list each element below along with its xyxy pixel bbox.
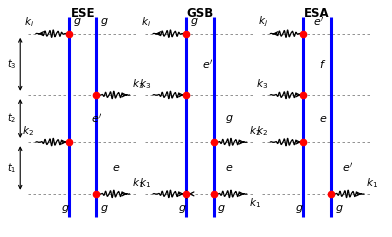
Text: $k_i$: $k_i$ (141, 15, 151, 29)
Text: $g$: $g$ (100, 203, 109, 215)
Text: $g$: $g$ (61, 203, 69, 215)
Text: $e'$: $e'$ (202, 58, 213, 71)
Text: $g$: $g$ (100, 16, 109, 28)
Text: $e$: $e$ (225, 163, 234, 173)
Text: $g$: $g$ (178, 203, 187, 215)
Text: $k_2$: $k_2$ (22, 125, 34, 138)
Text: $k_1$: $k_1$ (132, 176, 143, 190)
Text: $g$: $g$ (295, 203, 304, 215)
Text: $g$: $g$ (225, 113, 234, 124)
Text: $g$: $g$ (73, 16, 82, 28)
Text: $e$: $e$ (319, 114, 327, 123)
Text: $t_2$: $t_2$ (7, 112, 16, 125)
Text: $t_1$: $t_1$ (7, 161, 16, 175)
Text: $k_3$: $k_3$ (132, 77, 143, 91)
Text: ESA: ESA (304, 7, 330, 20)
Text: $k_j$: $k_j$ (258, 15, 268, 29)
Text: $f$: $f$ (319, 58, 327, 70)
Text: $k_1$: $k_1$ (366, 176, 378, 190)
Text: $k_1$: $k_1$ (139, 176, 151, 190)
Text: $e'$: $e'$ (343, 161, 354, 174)
Text: $k_3$: $k_3$ (256, 77, 268, 91)
Text: $g$: $g$ (335, 203, 343, 215)
Text: $e$: $e$ (112, 163, 120, 173)
Text: $k_i$: $k_i$ (24, 15, 34, 29)
Text: $k_1$: $k_1$ (249, 196, 261, 210)
Text: $k_3$: $k_3$ (139, 77, 151, 91)
Text: $e'$: $e'$ (313, 15, 325, 28)
Text: GSB: GSB (186, 7, 214, 20)
Text: $k_2$: $k_2$ (256, 125, 268, 138)
Text: $k_2$: $k_2$ (249, 125, 261, 138)
Text: $t_3$: $t_3$ (7, 57, 16, 71)
Text: $g$: $g$ (190, 16, 199, 28)
Text: $e'$: $e'$ (91, 112, 102, 125)
Text: ESE: ESE (71, 7, 95, 20)
Text: $g$: $g$ (218, 203, 226, 215)
